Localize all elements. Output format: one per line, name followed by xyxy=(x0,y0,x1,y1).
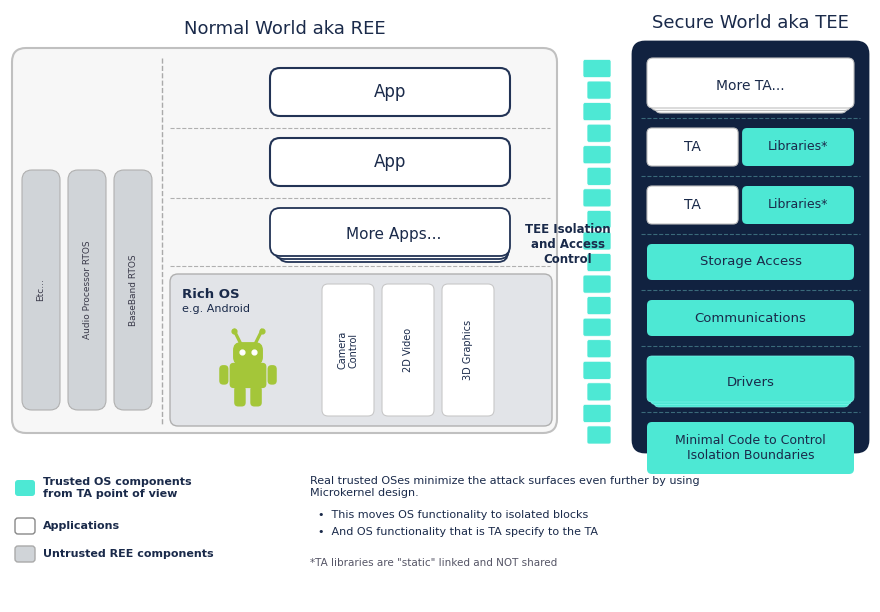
FancyBboxPatch shape xyxy=(234,386,246,406)
FancyBboxPatch shape xyxy=(587,426,611,444)
Text: •  And OS functionality that is TA specify to the TA: • And OS functionality that is TA specif… xyxy=(318,527,598,537)
FancyBboxPatch shape xyxy=(742,186,854,224)
FancyBboxPatch shape xyxy=(647,128,738,166)
FancyBboxPatch shape xyxy=(587,253,611,272)
Text: Normal World aka REE: Normal World aka REE xyxy=(184,20,385,38)
FancyBboxPatch shape xyxy=(587,340,611,358)
FancyBboxPatch shape xyxy=(583,318,611,336)
FancyBboxPatch shape xyxy=(583,146,611,164)
FancyBboxPatch shape xyxy=(382,284,434,416)
FancyBboxPatch shape xyxy=(22,170,60,410)
FancyBboxPatch shape xyxy=(274,211,509,259)
Text: Minimal Code to Control
Isolation Boundaries: Minimal Code to Control Isolation Bounda… xyxy=(675,434,825,462)
Text: Communications: Communications xyxy=(694,312,806,324)
Text: e.g. Android: e.g. Android xyxy=(182,304,250,314)
Text: Drivers: Drivers xyxy=(727,376,774,389)
FancyBboxPatch shape xyxy=(587,124,611,142)
Text: Real trusted OSes minimize the attack surfaces even further by using
Microkernel: Real trusted OSes minimize the attack su… xyxy=(310,476,700,498)
FancyBboxPatch shape xyxy=(647,244,854,280)
FancyBboxPatch shape xyxy=(647,300,854,336)
Text: 2D Video: 2D Video xyxy=(403,328,413,372)
Text: Storage Access: Storage Access xyxy=(700,255,802,269)
FancyBboxPatch shape xyxy=(268,365,276,385)
Text: TEE Isolation
and Access
Control: TEE Isolation and Access Control xyxy=(525,223,611,266)
FancyBboxPatch shape xyxy=(219,365,229,385)
FancyBboxPatch shape xyxy=(15,480,35,496)
Text: Trusted OS components
from TA point of view: Trusted OS components from TA point of v… xyxy=(43,477,192,499)
Text: *TA libraries are "static" linked and NOT shared: *TA libraries are "static" linked and NO… xyxy=(310,558,557,568)
Text: Libraries*: Libraries* xyxy=(768,141,828,154)
FancyBboxPatch shape xyxy=(654,361,849,407)
Text: App: App xyxy=(374,153,407,171)
Text: Applications: Applications xyxy=(43,521,121,531)
FancyBboxPatch shape xyxy=(587,383,611,401)
FancyBboxPatch shape xyxy=(270,138,510,186)
FancyBboxPatch shape xyxy=(442,284,494,416)
FancyBboxPatch shape xyxy=(233,342,263,365)
FancyBboxPatch shape xyxy=(647,58,854,108)
Text: Etc...: Etc... xyxy=(36,278,46,302)
Text: More Apps...: More Apps... xyxy=(347,228,442,242)
FancyBboxPatch shape xyxy=(647,356,854,402)
Text: More TA...: More TA... xyxy=(716,79,785,93)
Text: 3D Graphics: 3D Graphics xyxy=(463,320,473,380)
FancyBboxPatch shape xyxy=(583,59,611,78)
FancyBboxPatch shape xyxy=(583,103,611,121)
FancyBboxPatch shape xyxy=(583,275,611,293)
Text: Audio Processor RTOS: Audio Processor RTOS xyxy=(83,241,92,339)
FancyBboxPatch shape xyxy=(270,68,510,116)
FancyBboxPatch shape xyxy=(114,170,152,410)
FancyBboxPatch shape xyxy=(651,61,850,111)
FancyBboxPatch shape xyxy=(587,211,611,228)
Text: Untrusted REE components: Untrusted REE components xyxy=(43,549,214,559)
FancyBboxPatch shape xyxy=(583,232,611,250)
FancyBboxPatch shape xyxy=(647,422,854,474)
FancyBboxPatch shape xyxy=(587,167,611,185)
Text: TA: TA xyxy=(684,198,701,212)
FancyBboxPatch shape xyxy=(587,297,611,315)
Text: BaseBand RTOS: BaseBand RTOS xyxy=(128,254,137,326)
FancyBboxPatch shape xyxy=(278,214,508,262)
FancyBboxPatch shape xyxy=(270,208,510,256)
FancyBboxPatch shape xyxy=(583,189,611,207)
Text: TA: TA xyxy=(684,140,701,154)
Text: Rich OS: Rich OS xyxy=(182,288,239,301)
FancyBboxPatch shape xyxy=(15,546,35,562)
FancyBboxPatch shape xyxy=(250,386,262,406)
FancyBboxPatch shape xyxy=(230,363,267,388)
FancyBboxPatch shape xyxy=(322,284,374,416)
FancyBboxPatch shape xyxy=(12,48,557,433)
Text: Libraries*: Libraries* xyxy=(768,198,828,212)
FancyBboxPatch shape xyxy=(655,63,847,113)
Text: •  This moves OS functionality to isolated blocks: • This moves OS functionality to isolate… xyxy=(318,510,588,520)
Text: App: App xyxy=(374,83,407,101)
Text: Camera
Control: Camera Control xyxy=(337,331,359,369)
FancyBboxPatch shape xyxy=(587,81,611,99)
FancyBboxPatch shape xyxy=(15,518,35,534)
FancyBboxPatch shape xyxy=(583,361,611,379)
FancyBboxPatch shape xyxy=(68,170,106,410)
FancyBboxPatch shape xyxy=(170,274,552,426)
FancyBboxPatch shape xyxy=(583,405,611,422)
FancyBboxPatch shape xyxy=(647,186,738,224)
Text: Secure World aka TEE: Secure World aka TEE xyxy=(652,14,849,32)
FancyBboxPatch shape xyxy=(742,128,854,166)
FancyBboxPatch shape xyxy=(633,42,868,452)
FancyBboxPatch shape xyxy=(650,359,852,405)
